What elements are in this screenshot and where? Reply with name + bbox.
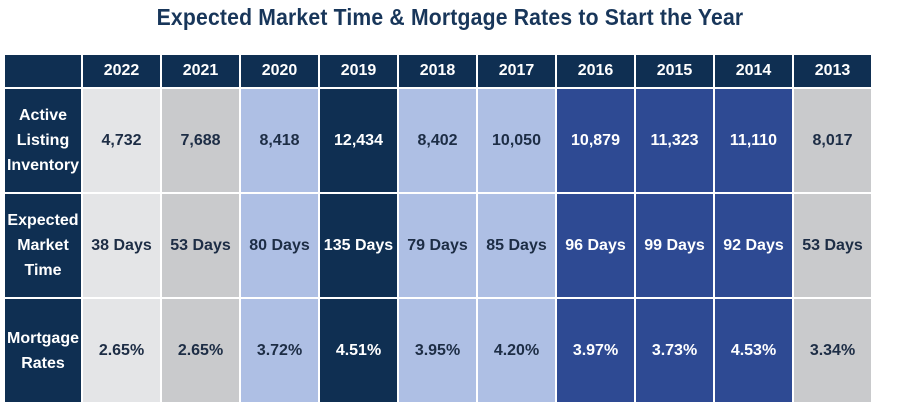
data-cell: 53 Days bbox=[794, 194, 871, 297]
year-header: 2022 bbox=[83, 55, 160, 87]
data-cell: 12,434 bbox=[320, 89, 397, 192]
year-header: 2021 bbox=[162, 55, 239, 87]
data-cell: 85 Days bbox=[478, 194, 555, 297]
row-label-line: Active bbox=[18, 107, 68, 124]
market-table: 2022 2021 2020 2019 2018 2017 2016 2015 … bbox=[3, 53, 873, 404]
data-cell: 3.97% bbox=[557, 299, 634, 402]
data-cell: 8,418 bbox=[241, 89, 318, 192]
data-cell: 11,323 bbox=[636, 89, 713, 192]
data-cell: 92 Days bbox=[715, 194, 792, 297]
data-cell: 11,110 bbox=[715, 89, 792, 192]
year-header: 2016 bbox=[557, 55, 634, 87]
data-cell: 80 Days bbox=[241, 194, 318, 297]
data-cell: 7,688 bbox=[162, 89, 239, 192]
data-cell: 2.65% bbox=[83, 299, 160, 402]
row-label-line: Rates bbox=[21, 354, 65, 372]
data-cell: 3.72% bbox=[241, 299, 318, 402]
data-cell: 3.34% bbox=[794, 299, 871, 402]
year-header: 2014 bbox=[715, 55, 792, 87]
data-cell: 53 Days bbox=[162, 194, 239, 297]
data-cell: 2.65% bbox=[162, 299, 239, 402]
inventory-row: Active Listing Inventory 4,732 7,688 8,4… bbox=[5, 89, 871, 192]
mortgage-rates-row: Mortgage Rates 2.65% 2.65% 3.72% 4.51% 3… bbox=[5, 299, 871, 402]
chart-title: Expected Market Time & Mortgage Rates to… bbox=[156, 4, 744, 30]
data-cell: 99 Days bbox=[636, 194, 713, 297]
data-cell: 8,402 bbox=[399, 89, 476, 192]
row-label-line: Listing bbox=[16, 132, 70, 149]
year-header: 2019 bbox=[320, 55, 397, 87]
market-time-row: Expected Market Time 38 Days 53 Days 80 … bbox=[5, 194, 871, 297]
row-label-line: Expected bbox=[7, 212, 79, 229]
data-cell: 4.20% bbox=[478, 299, 555, 402]
year-header: 2017 bbox=[478, 55, 555, 87]
year-header: 2018 bbox=[399, 55, 476, 87]
data-cell: 4.53% bbox=[715, 299, 792, 402]
corner-cell bbox=[5, 55, 81, 87]
data-cell: 96 Days bbox=[557, 194, 634, 297]
row-label-line: Inventory bbox=[6, 157, 79, 174]
header-row: 2022 2021 2020 2019 2018 2017 2016 2015 … bbox=[5, 55, 871, 87]
data-cell: 4,732 bbox=[83, 89, 160, 192]
data-cell: 3.73% bbox=[636, 299, 713, 402]
data-cell: 38 Days bbox=[83, 194, 160, 297]
data-cell: 79 Days bbox=[399, 194, 476, 297]
row-label-line: Time bbox=[24, 262, 62, 279]
data-cell: 4.51% bbox=[320, 299, 397, 402]
row-label-market-time: Expected Market Time bbox=[5, 194, 81, 297]
data-cell: 135 Days bbox=[320, 194, 397, 297]
year-header: 2020 bbox=[241, 55, 318, 87]
row-label-inventory: Active Listing Inventory bbox=[5, 89, 81, 192]
data-cell: 8,017 bbox=[794, 89, 871, 192]
data-cell: 10,879 bbox=[557, 89, 634, 192]
year-header: 2015 bbox=[636, 55, 713, 87]
row-label-line: Market bbox=[17, 237, 69, 254]
data-cell: 10,050 bbox=[478, 89, 555, 192]
row-label-line: Mortgage bbox=[7, 329, 79, 347]
year-header: 2013 bbox=[794, 55, 871, 87]
row-label-mortgage-rates: Mortgage Rates bbox=[5, 299, 81, 402]
data-cell: 3.95% bbox=[399, 299, 476, 402]
